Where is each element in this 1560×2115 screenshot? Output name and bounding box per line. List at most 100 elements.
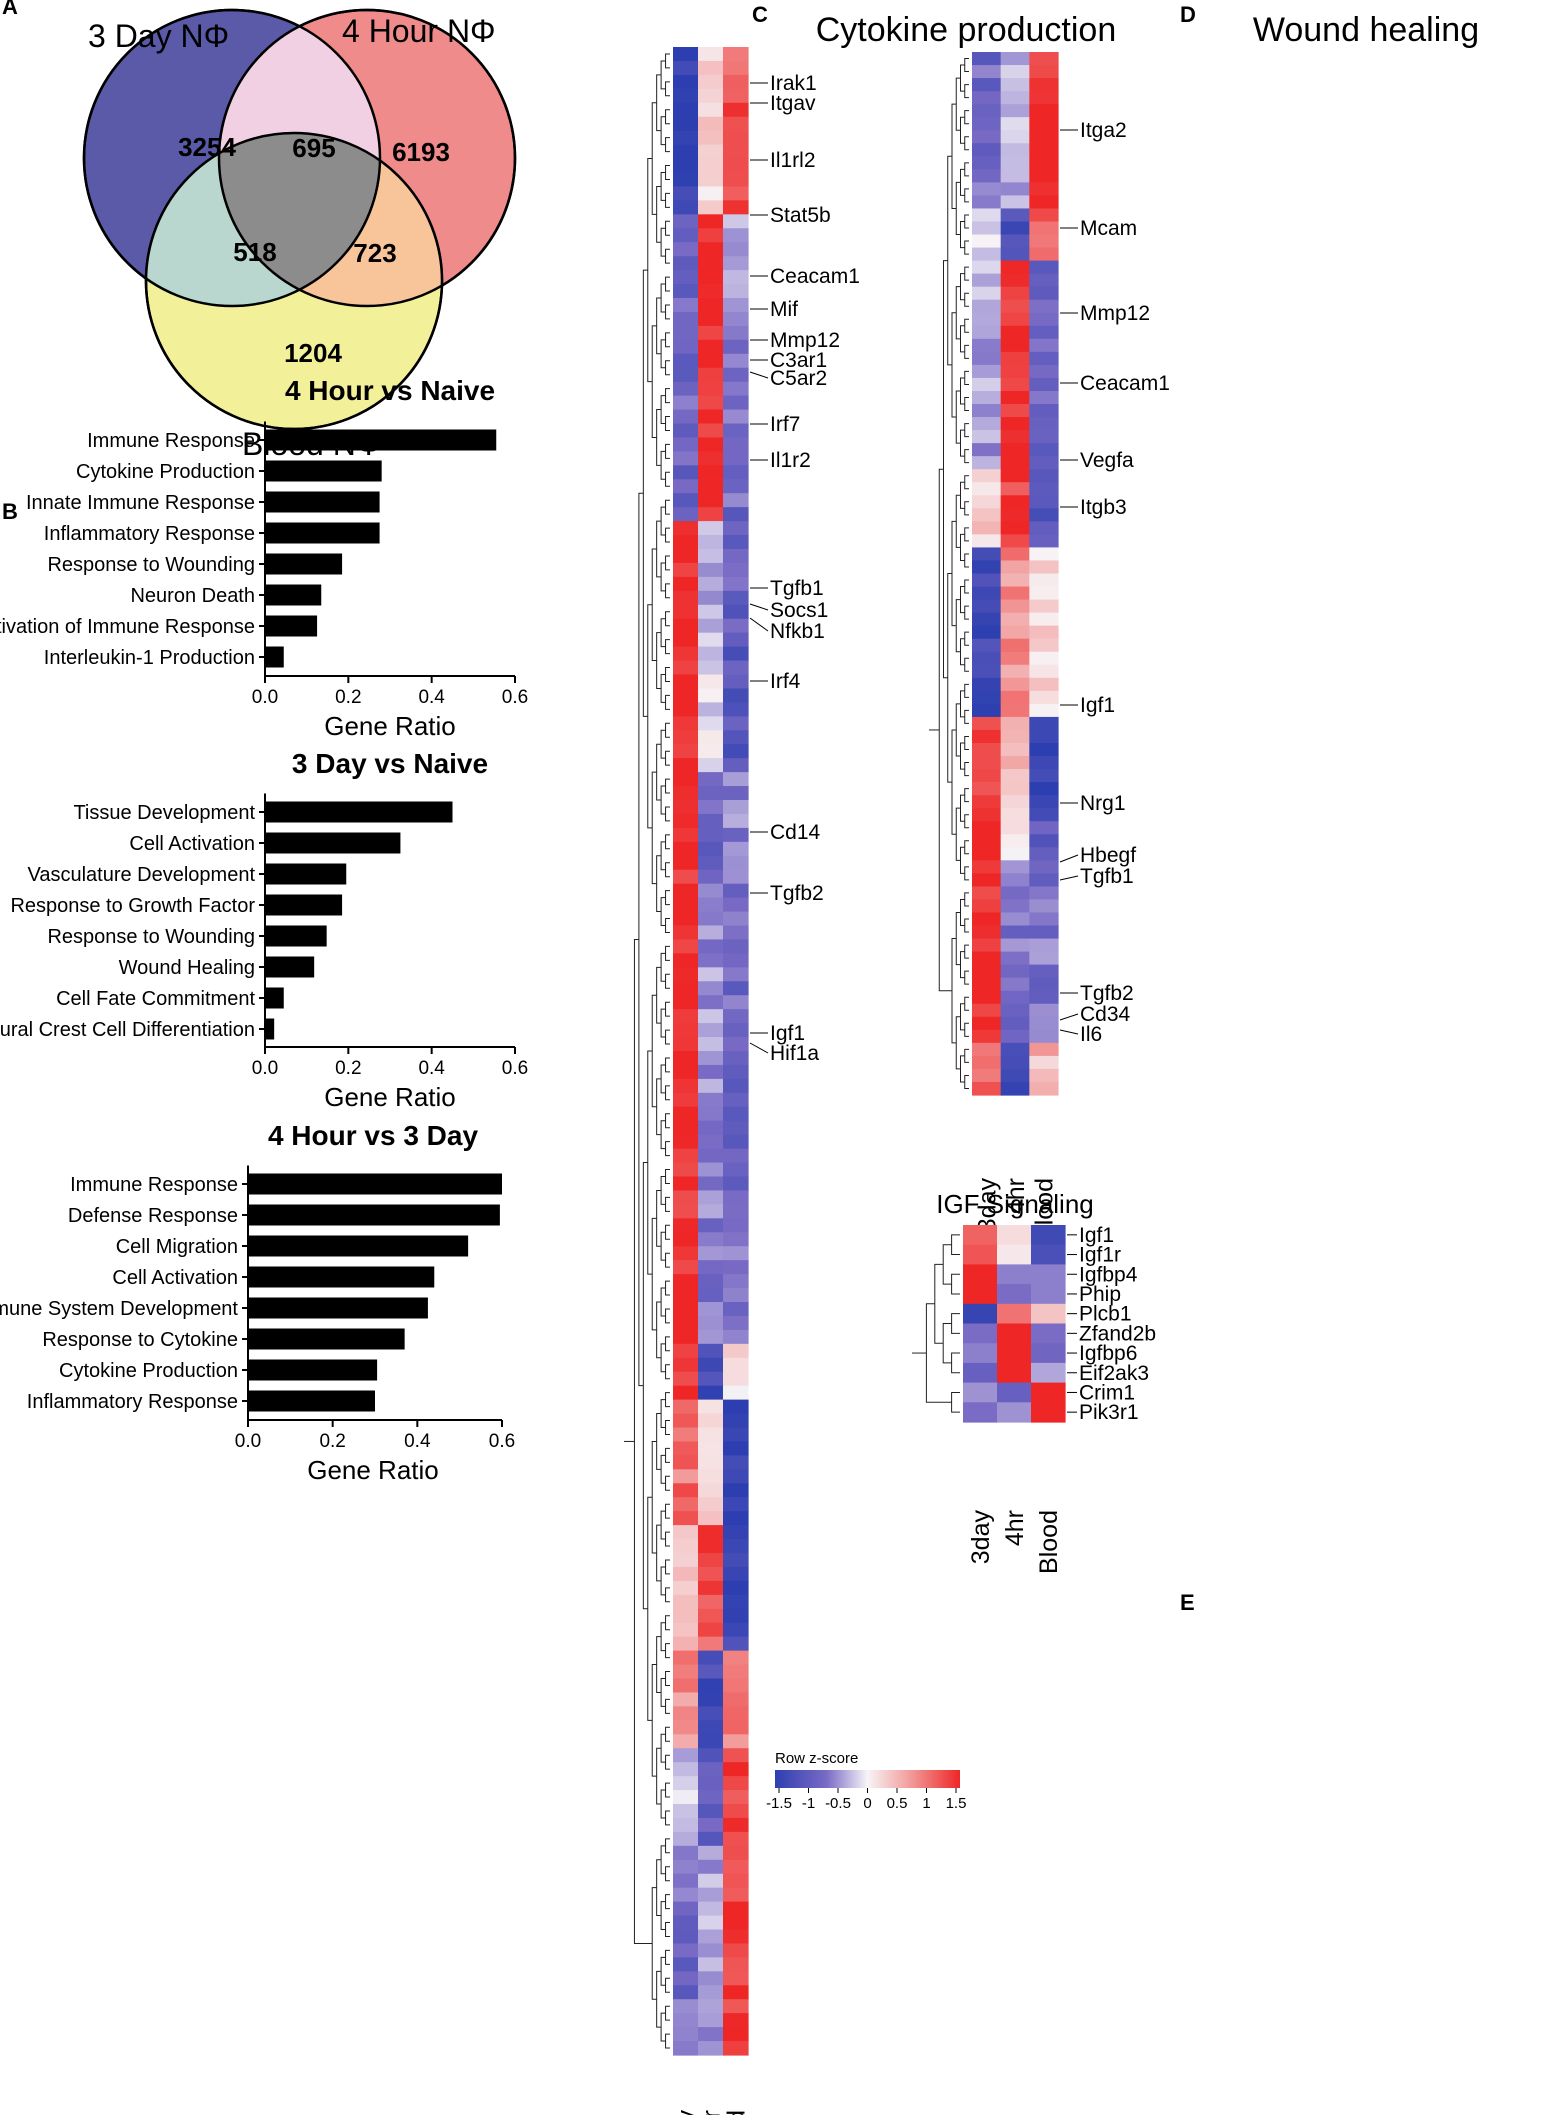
heatmap-cell	[1029, 338, 1059, 353]
dendrogram-branch	[665, 471, 670, 487]
heatmap-cell	[972, 716, 1002, 731]
heatmap-cell	[1029, 430, 1059, 444]
heatmap-cell	[698, 702, 724, 717]
heatmap-cell	[723, 423, 749, 439]
dendrogram-branch	[665, 1754, 670, 1770]
heatmap-cell	[723, 1399, 749, 1415]
heatmap-cell	[723, 1776, 749, 1791]
heatmap-cell	[698, 2041, 724, 2056]
row-label: Nrg1	[1080, 792, 1126, 815]
heatmap-cell	[673, 1636, 699, 1652]
row-label: Igf1	[770, 1022, 805, 1045]
heatmap-cell	[972, 873, 1002, 887]
category-label: Immune Response	[87, 430, 255, 452]
heatmap-cell	[673, 688, 699, 703]
x-tick-label: 0.4	[418, 687, 445, 708]
heatmap-cell	[673, 1497, 699, 1512]
heatmap-cell	[972, 299, 1002, 314]
heatmap-cell	[698, 967, 724, 982]
dendrogram-branch	[964, 136, 969, 151]
dendrogram-branch	[964, 579, 969, 594]
heatmap-cell	[698, 1343, 724, 1359]
heatmap-cell	[1000, 899, 1030, 914]
dendrogram-branch	[665, 806, 670, 822]
dendrogram-branch	[660, 1956, 666, 1986]
dendrogram-branch	[665, 1782, 670, 1798]
heatmap-cell	[698, 1636, 724, 1652]
dendrogram-branch	[960, 742, 965, 770]
heatmap-cell	[972, 182, 1002, 197]
heatmap-title: Wound healing	[1253, 11, 1479, 49]
dendrogram-branch	[964, 396, 969, 412]
heatmap-cell	[1000, 808, 1030, 822]
dendrogram-branch	[665, 527, 670, 543]
heatmap-cell	[698, 395, 724, 411]
heatmap-cell	[673, 353, 699, 369]
dendrogram-branch	[960, 325, 965, 353]
heatmap-cell	[972, 91, 1002, 105]
heatmap-cell	[698, 270, 724, 285]
dendrogram-branch	[660, 1566, 666, 1596]
dendrogram-branch	[960, 846, 965, 874]
dendrogram-branch	[656, 74, 662, 132]
heatmap-cell	[1029, 417, 1059, 431]
heatmap-cell	[972, 664, 1002, 679]
heatmap-cell	[673, 325, 699, 341]
heatmap-cell	[698, 744, 724, 759]
dendrogram-branch	[665, 1475, 670, 1491]
heatmap-cell	[1029, 469, 1059, 483]
heatmap-cell	[673, 1943, 699, 1958]
heatmap-cell	[1000, 65, 1030, 79]
column-label: 3day	[973, 1178, 1001, 1233]
heatmap-cell	[698, 1566, 724, 1582]
heatmap-cell	[972, 899, 1002, 914]
heatmap-cell	[1029, 156, 1059, 170]
heatmap-cell	[723, 409, 749, 425]
heatmap-cell	[1000, 260, 1030, 275]
legend-title: Row z-score	[775, 1750, 858, 1767]
heatmap-cell	[972, 495, 1002, 509]
heatmap-cell	[673, 1566, 699, 1582]
heatmap-cell	[972, 547, 1002, 562]
heatmap-cell	[1000, 91, 1030, 105]
heatmap-cell	[673, 270, 699, 285]
heatmap-cell	[1029, 390, 1059, 405]
heatmap-cell	[723, 102, 749, 118]
dendrogram-branch	[665, 555, 670, 571]
heatmap-cell	[963, 1323, 998, 1344]
dendrogram-branch	[964, 318, 969, 333]
heatmap-cell	[673, 1427, 699, 1443]
heatmap-cell	[673, 60, 699, 76]
heatmap-cell	[673, 284, 699, 299]
dendrogram-branch	[964, 501, 969, 516]
dendrogram-branch	[660, 1454, 666, 1484]
heatmap-cell	[1029, 234, 1059, 249]
heatmap-cell	[1029, 117, 1059, 131]
dendrogram-branch	[951, 729, 957, 835]
heatmap-cell	[698, 1260, 724, 1275]
heatmap-cell	[972, 638, 1002, 653]
heatmap-cell	[1000, 782, 1030, 796]
chart-title: 4 Hour vs 3 Day	[268, 1120, 479, 1151]
heatmap-cell	[698, 1929, 724, 1945]
heatmap-cell	[698, 214, 724, 229]
heatmap-cell	[1000, 208, 1030, 223]
heatmap-cell	[698, 1385, 724, 1401]
heatmap-cell	[972, 65, 1002, 79]
heatmap-cell	[1029, 560, 1059, 575]
category-label: Interleukin-1 Production	[44, 647, 255, 669]
legend-colorbar	[775, 1770, 960, 1788]
dendrogram-branch	[947, 573, 952, 783]
row-label: Hbegf	[1080, 844, 1136, 867]
heatmap-cell	[723, 1441, 749, 1456]
heatmap-cell	[673, 1859, 699, 1875]
heatmap-cell	[1029, 873, 1059, 887]
dendrogram-branch	[665, 1922, 670, 1937]
dendrogram-branch	[656, 1078, 662, 1136]
dendrogram-branch	[660, 562, 666, 592]
dendrogram-branch	[660, 785, 666, 815]
heatmap-cell	[723, 813, 749, 829]
heatmap-cell	[1000, 377, 1030, 392]
heatmap-cell	[723, 897, 749, 913]
heatmap-cell	[723, 883, 749, 899]
